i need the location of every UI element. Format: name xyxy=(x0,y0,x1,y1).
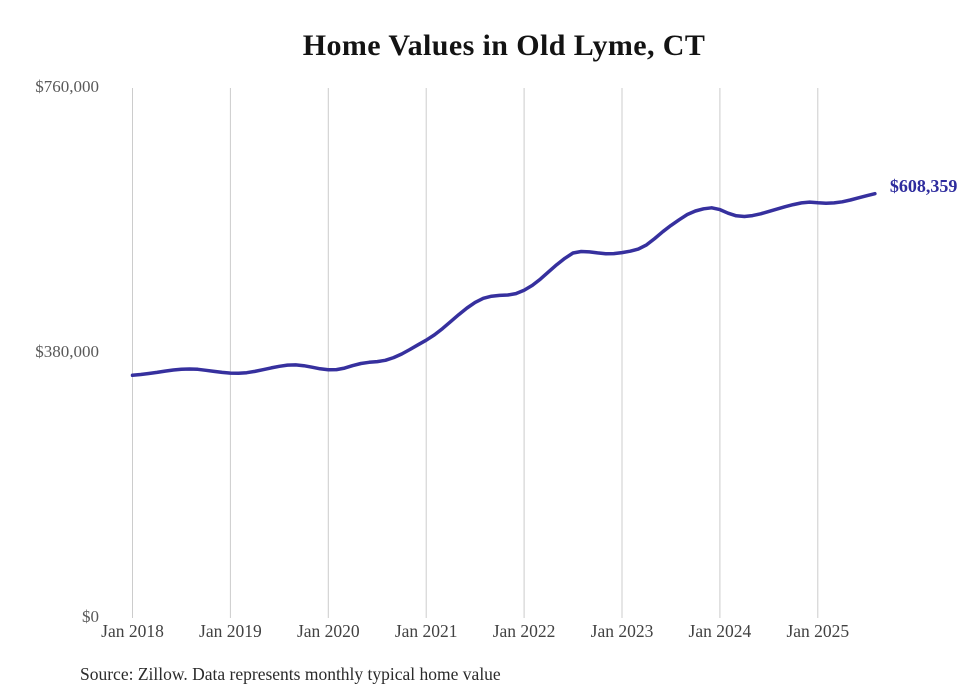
y-tick-label: $760,000 xyxy=(35,77,99,96)
x-tick-label: Jan 2018 xyxy=(101,621,164,641)
x-tick-label: Jan 2019 xyxy=(199,621,262,641)
x-tick-label: Jan 2025 xyxy=(786,621,850,641)
chart-title: Home Values in Old Lyme, CT xyxy=(302,29,706,62)
x-tick-label: Jan 2023 xyxy=(590,621,654,641)
x-tick-label: Jan 2022 xyxy=(492,621,556,641)
current-value-label: $608,359 xyxy=(889,175,958,196)
x-tick-label: Jan 2024 xyxy=(688,621,752,641)
value-line xyxy=(130,191,877,378)
x-tick-label: Jan 2020 xyxy=(296,621,360,641)
source-note: Source: Zillow. Data represents monthly … xyxy=(80,664,501,684)
x-tick-label: Jan 2021 xyxy=(394,621,458,641)
y-tick-label: $0 xyxy=(82,607,99,626)
y-tick-label: $380,000 xyxy=(35,342,99,361)
